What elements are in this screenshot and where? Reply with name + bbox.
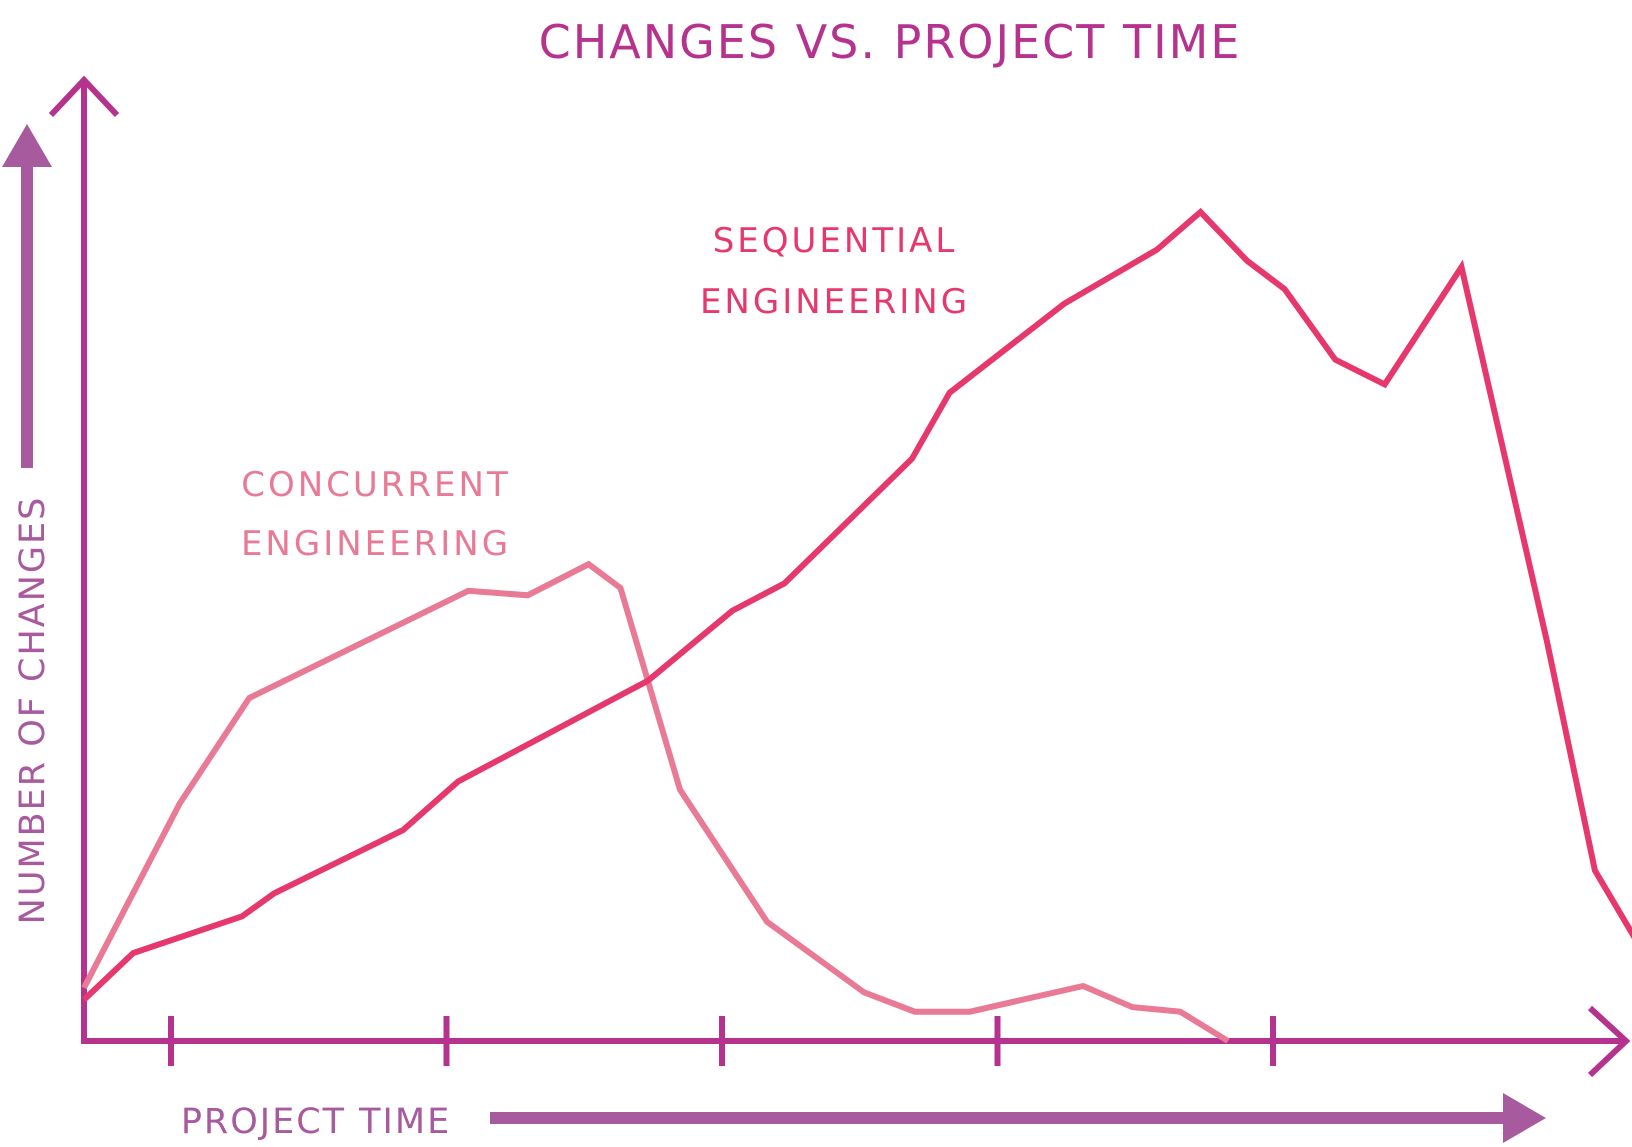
concurrent-label-line-2: ENGINEERING bbox=[241, 524, 511, 564]
x-axis-label-group: PROJECT TIME bbox=[181, 1093, 1546, 1143]
concurrent-label-line-1: CONCURRENT bbox=[241, 465, 511, 505]
x-ticks bbox=[168, 1016, 1276, 1066]
y-axis-label: NUMBER OF CHANGES bbox=[13, 496, 53, 925]
sequential-label: SEQUENTIAL ENGINEERING bbox=[700, 221, 970, 322]
x-axis-label: PROJECT TIME bbox=[181, 1102, 451, 1142]
concurrent-engineering-line bbox=[81, 560, 1230, 1044]
concurrent-label: CONCURRENT ENGINEERING bbox=[241, 465, 511, 564]
chart-title: CHANGES VS. PROJECT TIME bbox=[539, 15, 1242, 69]
x-label-arrow-shaft bbox=[490, 1112, 1512, 1124]
axes bbox=[48, 75, 1631, 1078]
sequential-label-line-2: ENGINEERING bbox=[700, 282, 970, 322]
x-axis-arrowhead bbox=[1587, 1005, 1631, 1078]
y-axis-arrowhead bbox=[48, 75, 120, 118]
sequential-label-line-1: SEQUENTIAL bbox=[713, 221, 958, 261]
x-label-arrow-head bbox=[1503, 1093, 1546, 1143]
y-axis-label-group: NUMBER OF CHANGES bbox=[2, 124, 53, 924]
y-label-arrow-head bbox=[2, 124, 52, 167]
sequential-engineering-line bbox=[81, 207, 1632, 1002]
y-label-arrow-shaft bbox=[21, 160, 33, 468]
series-layer bbox=[81, 207, 1632, 1044]
